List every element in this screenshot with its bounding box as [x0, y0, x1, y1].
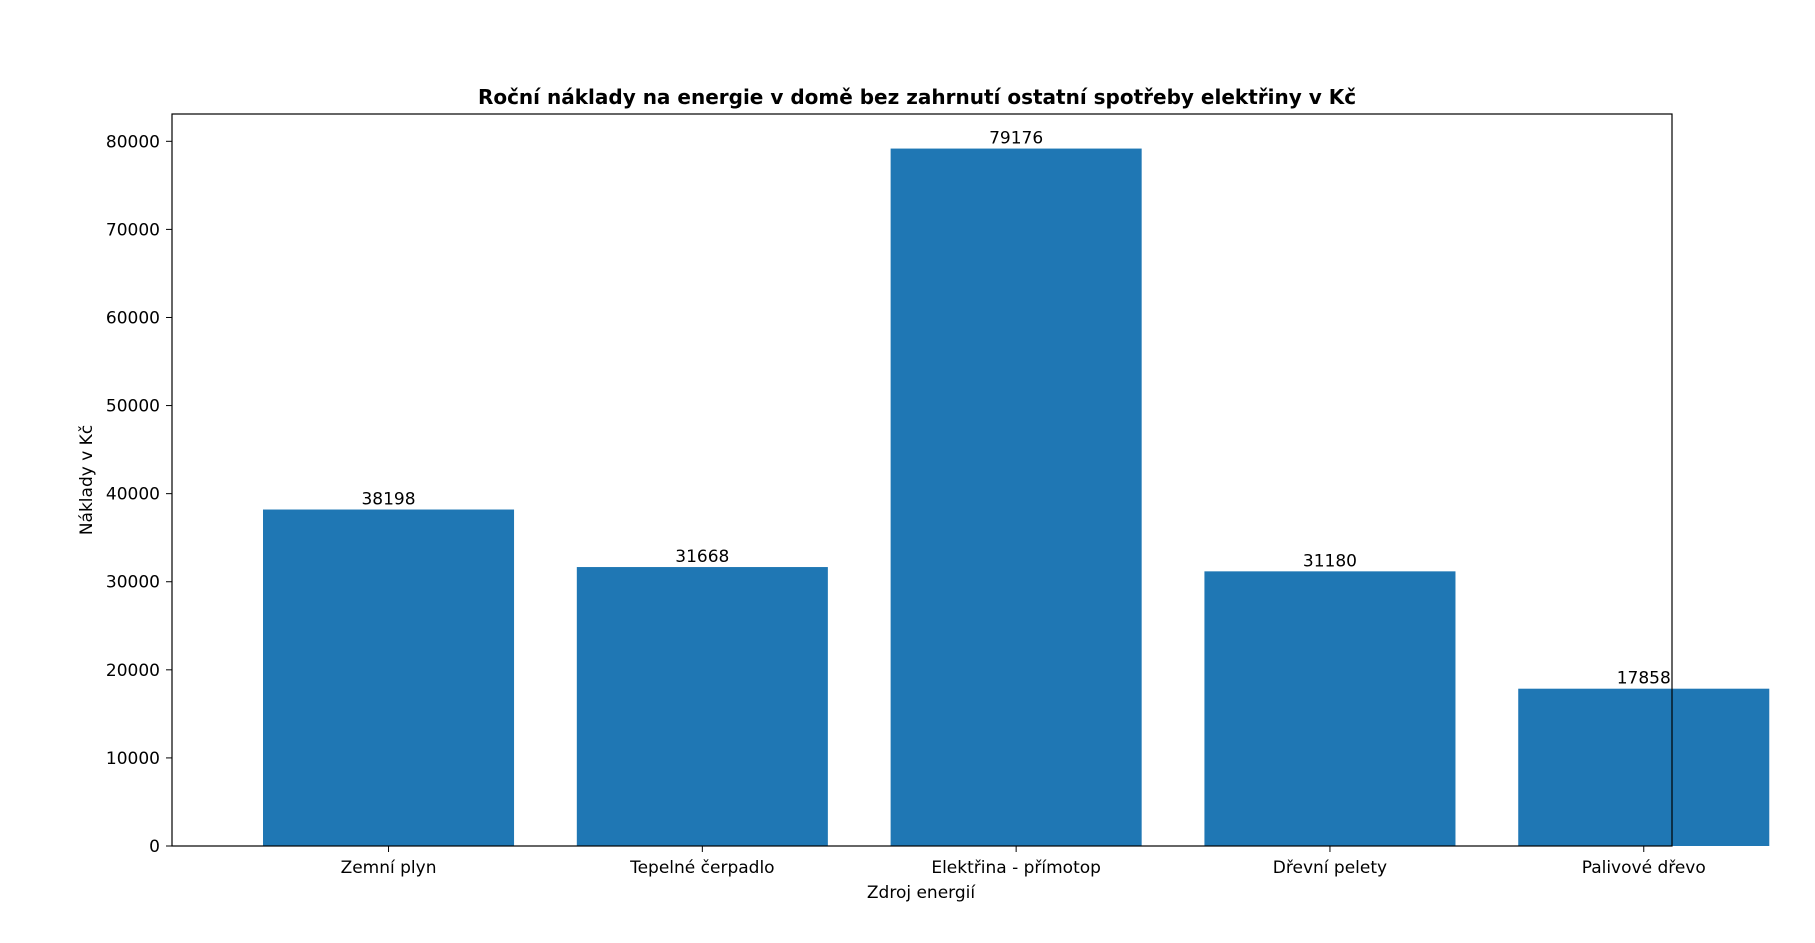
- y-tick-label: 30000: [106, 573, 160, 593]
- y-axis-label: Náklady v Kč: [77, 425, 97, 535]
- bar-value-label: 31668: [675, 547, 729, 567]
- y-tick-label: 10000: [106, 749, 160, 769]
- bar: [1518, 688, 1770, 846]
- y-tick-label: 20000: [106, 661, 160, 681]
- bar-value-label: 31180: [1303, 551, 1357, 571]
- bar-value-label: 17858: [1617, 669, 1671, 689]
- x-axis: Zemní plyn Tepelné čerpadlo Elektřina - př…: [341, 846, 1706, 878]
- plot-frame: [171, 113, 1673, 847]
- x-axis-label: Zdroj energií: [867, 883, 976, 903]
- x-tick-label: Elektřina - přímotop: [931, 858, 1101, 878]
- x-tick-label: Tepelné čerpadlo: [629, 858, 774, 878]
- y-tick-label: 40000: [106, 485, 160, 505]
- bar-value-label: 38198: [361, 490, 415, 510]
- y-tick-label: 70000: [106, 220, 160, 240]
- chart-title: Roční náklady na energie v domě bez zahr…: [478, 85, 1356, 109]
- y-tick-label: 60000: [106, 308, 160, 328]
- y-tick-label: 50000: [106, 397, 160, 417]
- x-tick-label: Palivové dřevo: [1582, 858, 1706, 878]
- bar-value-label: 79176: [989, 129, 1043, 149]
- bar: [263, 509, 515, 846]
- x-tick-label: Zemní plyn: [341, 858, 437, 878]
- y-tick-label: 80000: [106, 132, 160, 152]
- bar: [890, 148, 1142, 847]
- bar: [576, 567, 828, 846]
- x-tick-label: Dřevní pelety: [1273, 858, 1387, 878]
- bar: [1204, 571, 1456, 846]
- y-tick-label: 0: [149, 837, 160, 857]
- y-axis: 0 10000 20000 30000 40000 50000 60000 70000 8000…: [106, 132, 172, 857]
- bars-group: 38198 31668 79176 31180 17858: [263, 129, 1770, 847]
